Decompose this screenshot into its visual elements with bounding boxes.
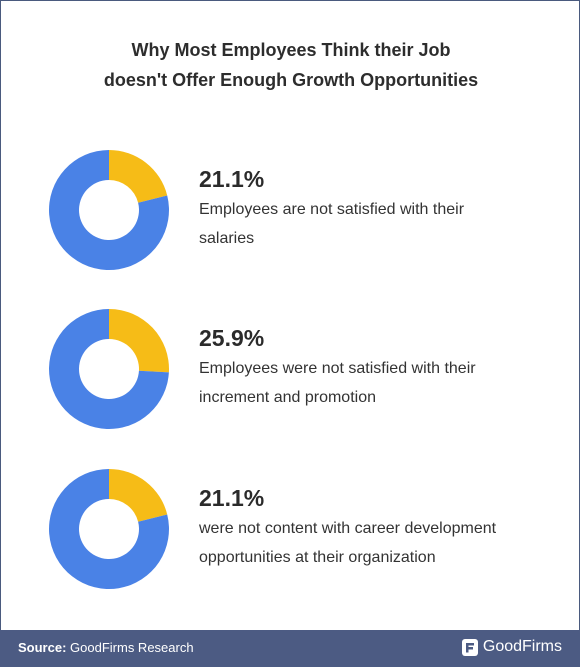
stat-description-2-line-2: increment and promotion: [199, 389, 376, 406]
stat-description-2: Employees were not satisfied with their …: [199, 354, 559, 412]
stat-percentage-3: 21.1%: [199, 485, 265, 511]
source-text: GoodFirms Research: [70, 640, 194, 655]
donut-chart-3: [48, 469, 169, 589]
donut-3-slice-2: [48, 469, 169, 589]
title-line-1: Why Most Employees Think their Job: [131, 40, 451, 60]
title-line-2: doesn't Offer Enough Growth Opportunitie…: [103, 70, 479, 90]
stat-row-1: 21.1% Employees are not satisfied with t…: [1, 148, 580, 272]
stat-description-1-line-1: Employees are not satisfied with their: [199, 201, 465, 218]
source-credit: Source: GoodFirms Research: [18, 640, 194, 655]
brand-logo: GoodFirms: [461, 638, 562, 656]
stat-description-3-line-2: opportunities at their organization: [199, 549, 436, 566]
donut-3-slice-1: [109, 469, 168, 522]
stat-description-3-line-1: were not content with career development: [199, 520, 497, 537]
goodfirms-logo-icon: [461, 638, 478, 656]
donut-1-slice-1: [109, 150, 168, 203]
source-label: Source:: [18, 640, 67, 655]
stat-description-2-line-1: Employees were not satisfied with their: [199, 360, 476, 377]
stat-percentage-1: 21.1%: [199, 166, 265, 192]
stat-row-2: 25.9% Employees were not satisfied with …: [1, 307, 580, 431]
donut-2-slice-1: [109, 309, 169, 373]
donut-chart-2: [48, 309, 169, 429]
stat-description-1: Employees are not satisfied with their s…: [199, 195, 559, 253]
donut-chart-1: [48, 150, 169, 270]
stat-description-3: were not content with career development…: [199, 514, 559, 572]
brand-name: GoodFirms: [482, 638, 562, 655]
stat-percentage-2: 25.9%: [199, 325, 265, 351]
chart-title: Why Most Employees Think their Job doesn…: [1, 35, 580, 95]
footer-bar: Source: GoodFirms Research GoodFirms: [0, 630, 580, 667]
stat-row-3: 21.1% were not content with career devel…: [1, 467, 580, 591]
donut-2-slice-2: [48, 309, 169, 429]
stat-description-1-line-2: salaries: [199, 230, 255, 247]
donut-1-slice-2: [48, 150, 169, 270]
